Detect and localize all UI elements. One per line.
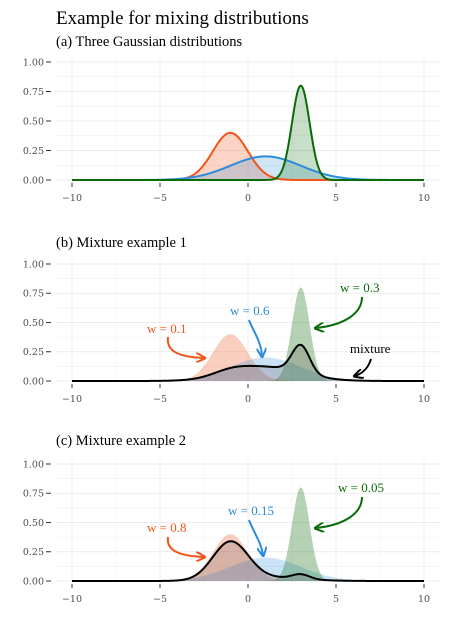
x-tick-label: −5	[153, 193, 167, 204]
panel-c: (c) Mixture example 2 0.00 0.25 0.50 0.75 1.…	[23, 433, 440, 605]
weight-arrow-green	[316, 496, 363, 528]
y-tick-label: 0.75	[23, 289, 44, 300]
y-tick-label: 0.00	[23, 576, 44, 587]
weight-label-red: w = 0.8	[147, 520, 186, 535]
y-tick-label: 1.00	[23, 259, 44, 270]
panel-b-title: (b) Mixture example 1	[56, 235, 187, 251]
y-tick-label: 0.25	[23, 347, 44, 358]
y-tick-label: 0.25	[23, 146, 44, 157]
x-tick-label: 0	[245, 193, 251, 204]
x-tick-label: −10	[62, 394, 82, 405]
y-tick-label: 0.50	[23, 116, 44, 127]
x-tick-label: −10	[62, 193, 82, 204]
y-tick-label: 1.00	[23, 459, 44, 470]
panel-c-title: (c) Mixture example 2	[56, 433, 186, 449]
x-tick-label: 5	[333, 594, 339, 605]
mixture-area	[72, 344, 424, 381]
x-tick-label: −10	[62, 594, 82, 605]
y-tick-label: 0.00	[23, 175, 44, 186]
component-area-red	[72, 534, 424, 581]
x-tick-label: −5	[153, 594, 167, 605]
component-area-blue	[72, 557, 424, 581]
y-tick-label: 0.00	[23, 376, 44, 387]
x-tick-label: 10	[418, 193, 430, 204]
y-tick-label: 1.00	[23, 57, 44, 68]
x-tick-label: 10	[418, 594, 430, 605]
weight-label-blue: w = 0.6	[230, 303, 270, 318]
x-tick-label: 5	[333, 193, 339, 204]
component-area-red	[72, 334, 424, 381]
weight-arrow-green	[316, 296, 363, 328]
y-tick-label: 0.50	[23, 518, 44, 529]
weight-label-red: w = 0.1	[147, 321, 186, 336]
x-tick-label: 10	[418, 394, 430, 405]
mixture-arrow	[355, 358, 372, 376]
panel-a: (a) Three Gaussian distributions 0.00 0.2…	[23, 34, 440, 204]
mixture-area	[72, 541, 424, 581]
y-tick-label: 0.50	[23, 318, 44, 329]
x-tick-label: 5	[333, 394, 339, 405]
weight-label-blue: w = 0.15	[228, 503, 274, 518]
panel-a-title: (a) Three Gaussian distributions	[56, 34, 243, 50]
y-tick-label: 0.75	[23, 87, 44, 98]
component-area-red	[72, 132, 424, 180]
panel-b: (b) Mixture example 1 0.00 0.25 0.50 0.75 1.…	[23, 235, 440, 405]
weight-arrow-blue	[248, 319, 262, 356]
mixture-line	[72, 540, 424, 582]
weight-arrow-red	[166, 536, 204, 557]
mixture-label: mixture	[350, 341, 391, 356]
x-tick-label: 0	[245, 594, 251, 605]
y-tick-label: 0.25	[23, 547, 44, 558]
y-tick-label: 0.75	[23, 489, 44, 500]
weight-label-green: w = 0.3	[340, 280, 379, 295]
component-area-blue	[72, 357, 424, 381]
mixture-line	[72, 343, 424, 382]
component-area-blue	[72, 156, 424, 180]
x-tick-label: −5	[153, 394, 167, 405]
weight-arrow-blue	[248, 519, 263, 555]
x-tick-label: 0	[245, 394, 251, 405]
figure-title: Example for mixing distributions	[56, 8, 309, 29]
component-line-green	[72, 84, 424, 181]
weight-label-green: w = 0.05	[338, 480, 384, 495]
weight-arrow-red	[166, 336, 204, 358]
